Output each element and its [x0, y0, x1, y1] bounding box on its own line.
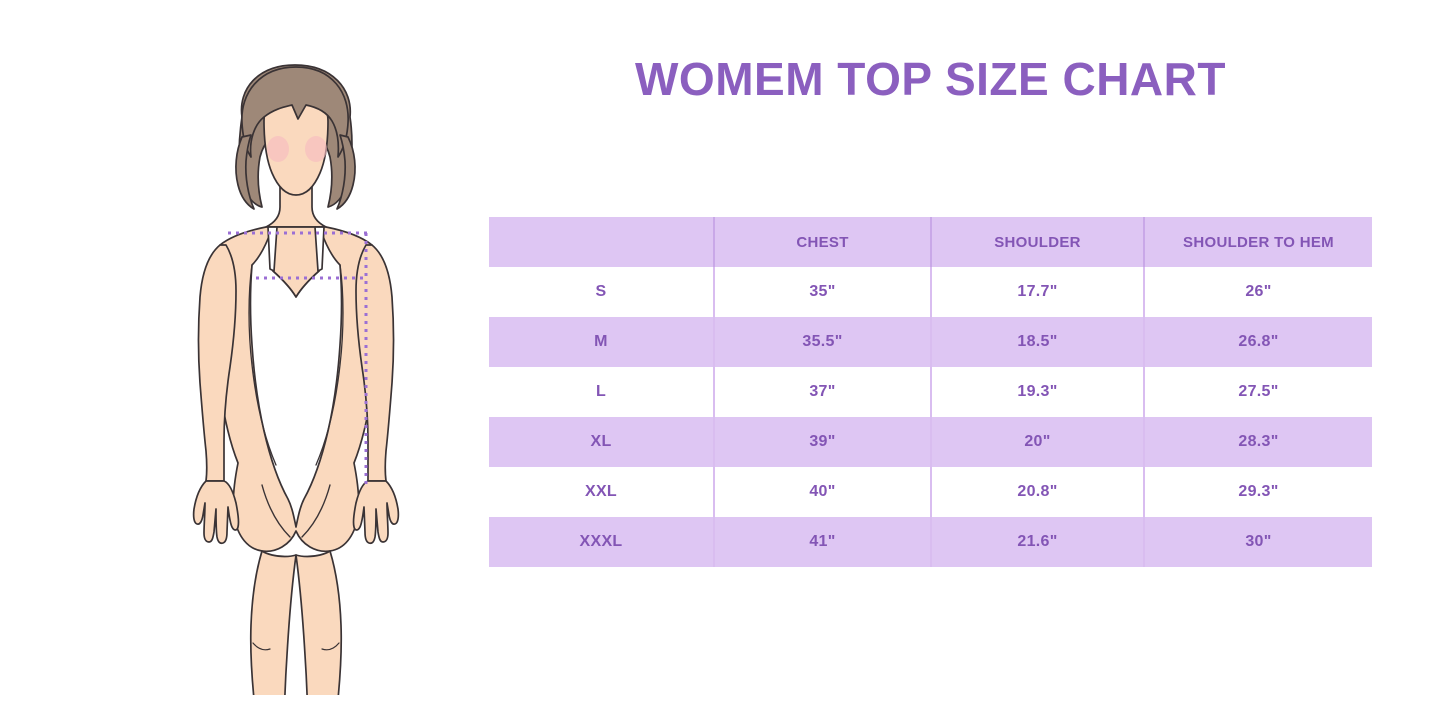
cell-shoulder-to-hem: 26.8"	[1143, 317, 1372, 367]
cell-chest: 37"	[713, 367, 931, 417]
cell-size: XXXL	[489, 517, 714, 567]
cell-chest: 41"	[713, 517, 931, 567]
strap-right	[314, 226, 325, 272]
table-row: XXXL 41" 21.6" 30"	[489, 517, 1372, 567]
cell-size: M	[489, 317, 714, 367]
cell-shoulder-to-hem: 28.3"	[1143, 417, 1372, 467]
garment-leg-opening-left	[261, 484, 291, 538]
table-header-row: CHEST SHOULDER SHOULDER TO HEM	[489, 217, 1372, 267]
knee-right	[321, 642, 340, 651]
cell-shoulder-to-hem: 27.5"	[1143, 367, 1372, 417]
hair-wave-right	[336, 134, 356, 210]
cell-size: L	[489, 367, 714, 417]
column-header-chest: CHEST	[713, 217, 931, 267]
female-body-illustration	[192, 64, 400, 695]
cell-shoulder: 20"	[930, 417, 1144, 467]
garment-seam-left	[248, 264, 277, 466]
cell-shoulder: 19.3"	[930, 367, 1144, 417]
arm-right	[355, 244, 395, 482]
garment-seam-right	[315, 264, 344, 466]
blush-right	[305, 136, 327, 162]
cell-size: S	[489, 267, 714, 317]
table-row: XL 39" 20" 28.3"	[489, 417, 1372, 467]
cell-shoulder-to-hem: 29.3"	[1143, 467, 1372, 517]
cell-shoulder-to-hem: 26"	[1143, 267, 1372, 317]
table-header: CHEST SHOULDER SHOULDER TO HEM	[489, 217, 1372, 267]
cell-chest: 35"	[713, 267, 931, 317]
table-row: M 35.5" 18.5" 26.8"	[489, 317, 1372, 367]
cell-shoulder: 20.8"	[930, 467, 1144, 517]
column-header-size	[489, 217, 714, 267]
table-row: XXL 40" 20.8" 29.3"	[489, 467, 1372, 517]
hand-right	[352, 480, 400, 545]
blush-left	[267, 136, 289, 162]
hand-left	[192, 480, 240, 545]
cell-chest: 39"	[713, 417, 931, 467]
size-chart-table: CHEST SHOULDER SHOULDER TO HEM S 35" 17.…	[489, 217, 1372, 567]
cell-chest: 40"	[713, 467, 931, 517]
table-row: S 35" 17.7" 26"	[489, 267, 1372, 317]
page-title: WOMEM TOP SIZE CHART	[635, 53, 1226, 105]
arm-left	[197, 244, 237, 482]
figure-panel: SHOULDER CHEST SHOULDER TO HEM	[0, 0, 470, 723]
garment-leg-opening-right	[301, 484, 331, 538]
knee-left	[252, 642, 271, 651]
cell-shoulder: 18.5"	[930, 317, 1144, 367]
cell-size: XL	[489, 417, 714, 467]
leg-left	[249, 550, 297, 695]
cell-chest: 35.5"	[713, 317, 931, 367]
table-body: S 35" 17.7" 26" M 35.5" 18.5" 26.8" L 37…	[489, 267, 1372, 567]
leg-right	[295, 550, 343, 695]
cell-shoulder-to-hem: 30"	[1143, 517, 1372, 567]
strap-left	[267, 226, 278, 272]
column-header-shoulder-to-hem: SHOULDER TO HEM	[1143, 217, 1372, 267]
cell-shoulder: 17.7"	[930, 267, 1144, 317]
cell-shoulder: 21.6"	[930, 517, 1144, 567]
hair-wave-left	[235, 134, 255, 210]
cell-size: XXL	[489, 467, 714, 517]
hair-front	[241, 66, 349, 158]
column-header-shoulder: SHOULDER	[930, 217, 1144, 267]
table-row: L 37" 19.3" 27.5"	[489, 367, 1372, 417]
